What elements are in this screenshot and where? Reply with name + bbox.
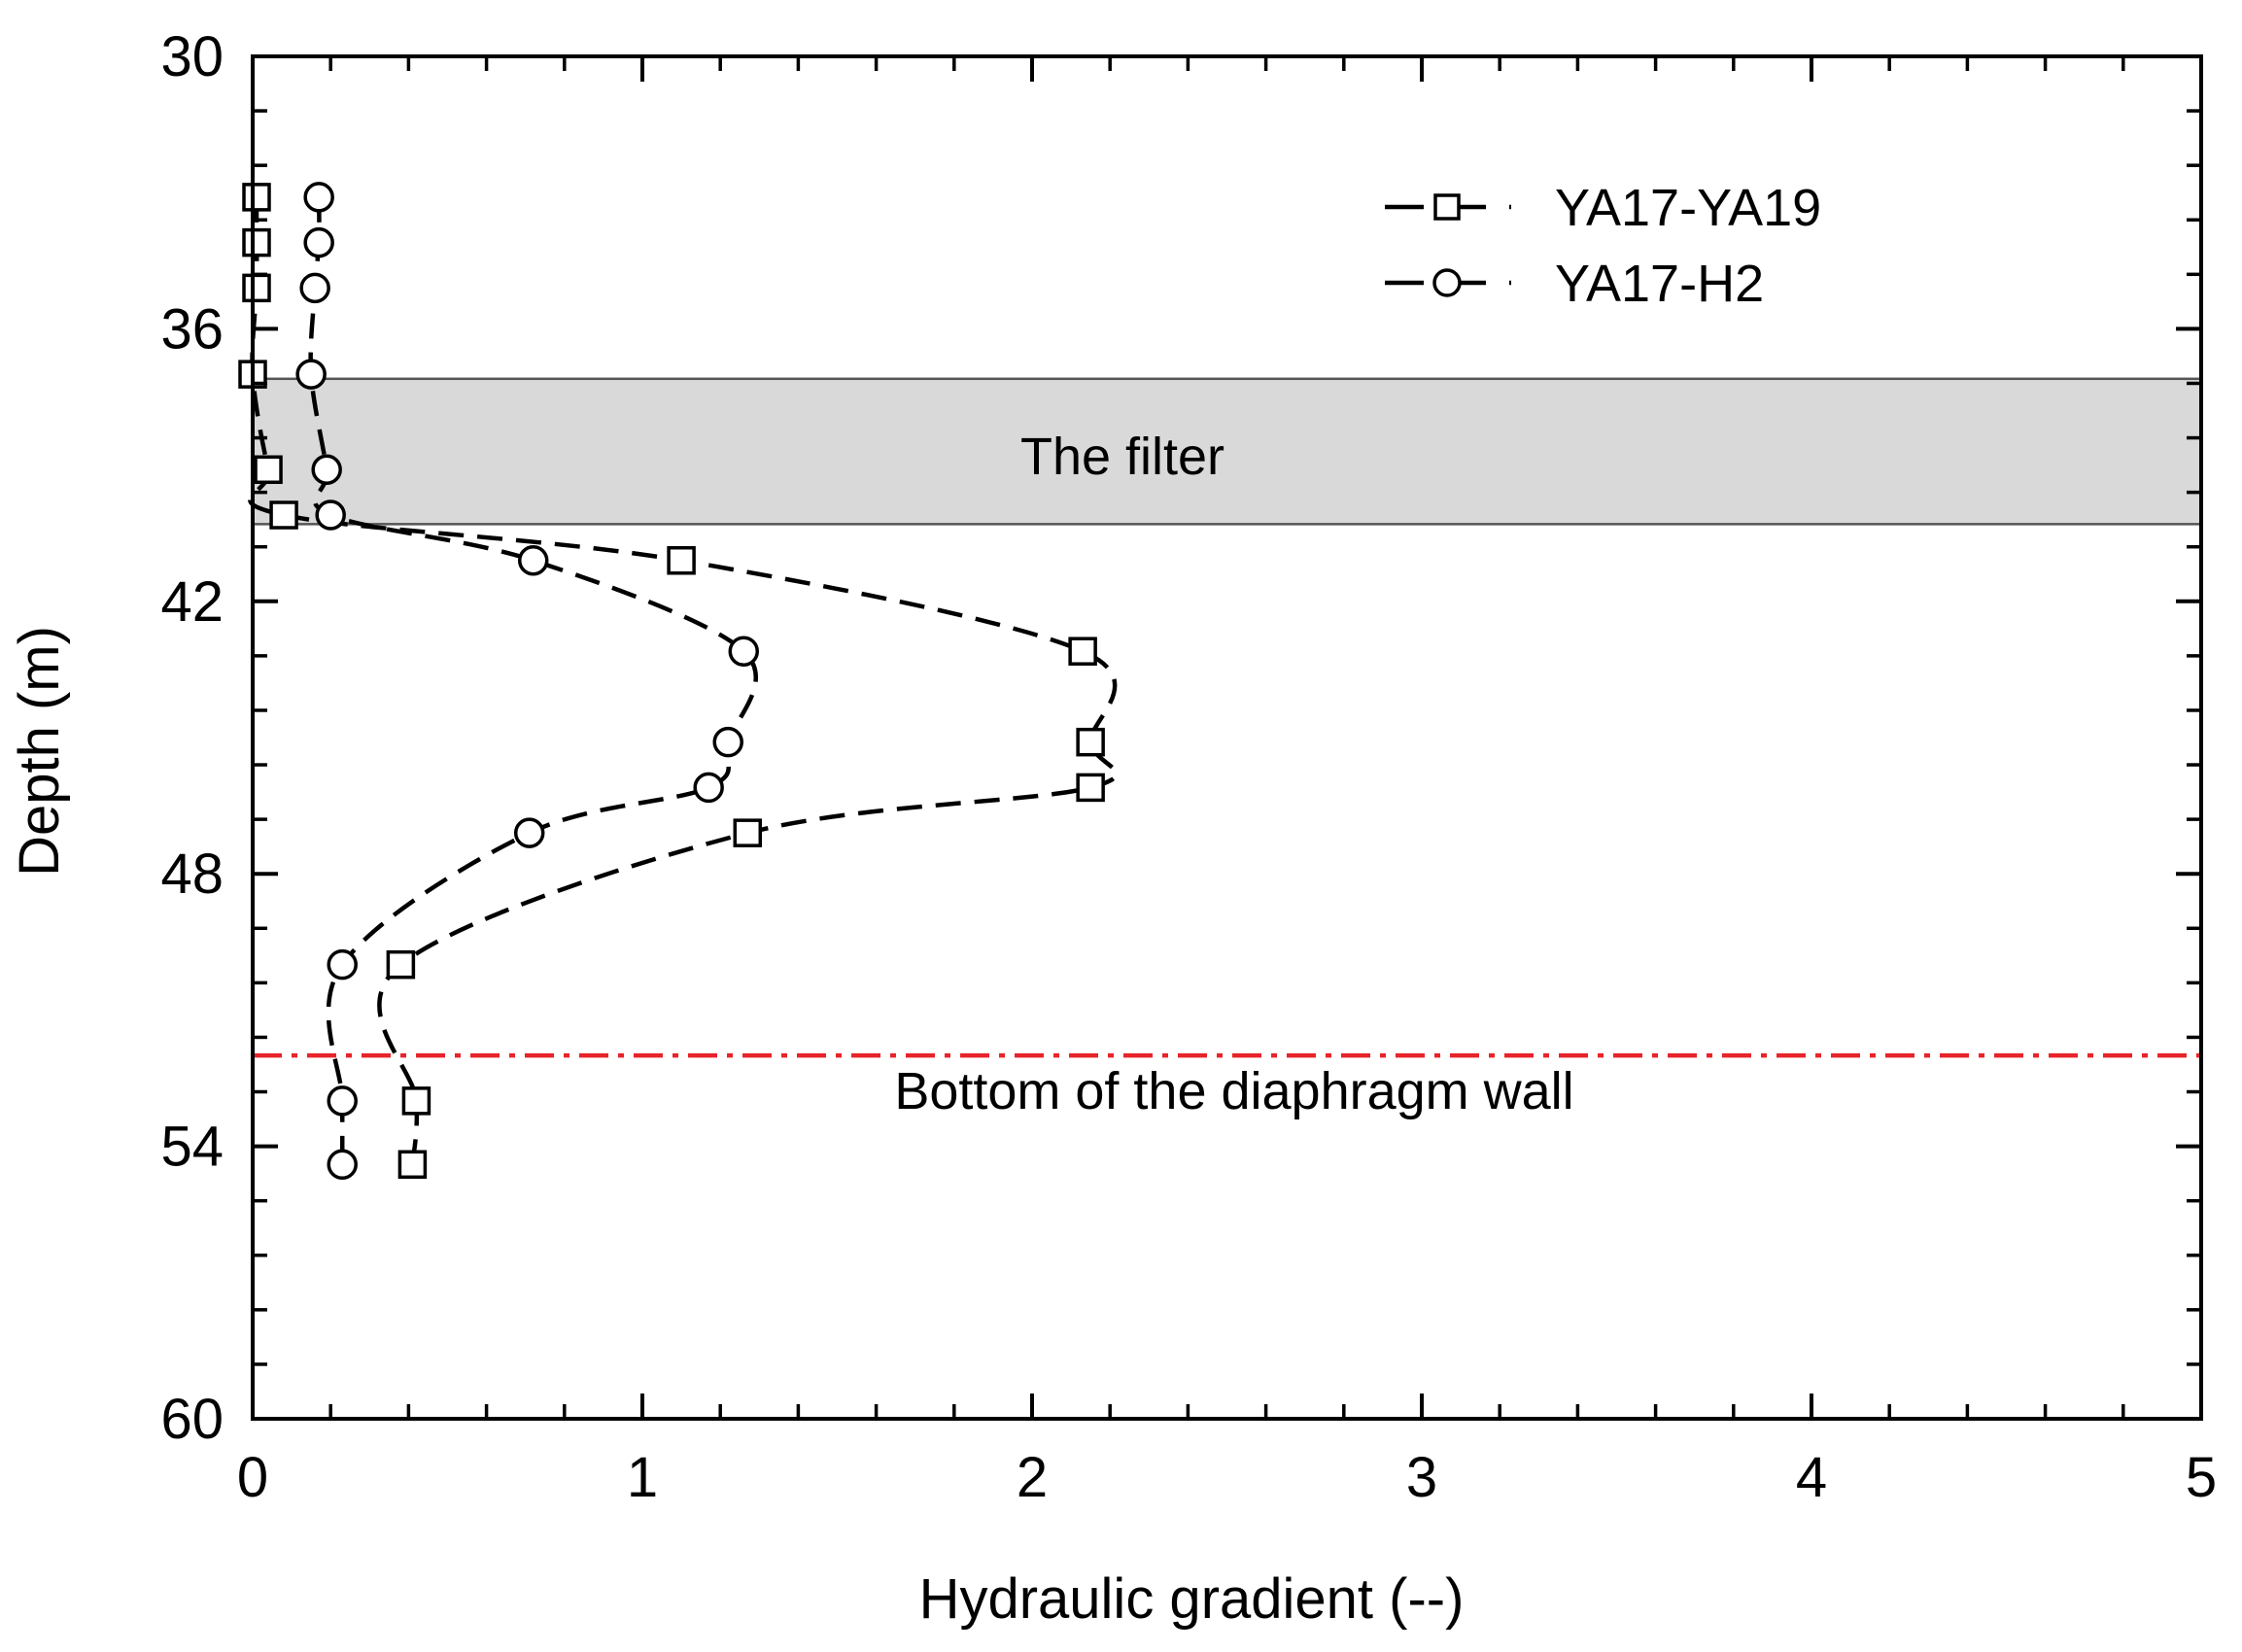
legend-marker-circle — [1432, 268, 1462, 297]
axes-layer — [251, 54, 2203, 1421]
y-tick-label-3: 48 — [160, 843, 224, 906]
filter-band — [251, 377, 2203, 526]
data-point-s1-5 — [315, 499, 346, 531]
filter-band-label: The filter — [1020, 428, 1224, 486]
plot-frame — [251, 54, 2203, 1421]
data-point-s1-1 — [303, 226, 334, 258]
data-point-s1-11 — [327, 948, 358, 981]
y-tick-label-2: 42 — [160, 570, 224, 634]
x-tick-label-5: 5 — [2186, 1446, 2217, 1509]
data-point-s0-0 — [242, 183, 271, 212]
data-point-s0-11 — [386, 949, 416, 980]
legend-symbol-ya17-h2 — [1385, 268, 1511, 297]
x-tick-label-0: 0 — [237, 1446, 268, 1509]
data-markers-layer — [238, 182, 1105, 1181]
data-point-s1-7 — [728, 636, 760, 667]
data-point-s0-13 — [397, 1150, 428, 1180]
data-point-s1-12 — [327, 1085, 358, 1117]
data-point-s1-10 — [513, 817, 545, 848]
series-line-0 — [248, 196, 1119, 1165]
x-tick-label-4: 4 — [1796, 1446, 1827, 1509]
y-tick-label-4: 54 — [160, 1116, 224, 1179]
y-tick-label-5: 60 — [160, 1388, 224, 1451]
data-point-s1-0 — [303, 182, 334, 213]
data-point-s0-7 — [1068, 637, 1097, 666]
legend: YA17-YA19 YA17-H2 — [1385, 179, 1821, 313]
y-axis-title: Depth (m) — [8, 626, 71, 877]
y-tick-label-0: 30 — [160, 25, 224, 88]
fit-curves-layer — [248, 196, 1119, 1165]
data-point-s0-10 — [733, 818, 763, 847]
legend-label-ya17-h2: YA17-H2 — [1555, 255, 1764, 313]
data-point-s1-13 — [327, 1149, 358, 1181]
data-point-s0-4 — [254, 455, 283, 485]
data-point-s0-12 — [401, 1086, 431, 1116]
legend-symbol-ya17-ya19 — [1385, 193, 1511, 221]
data-point-s0-8 — [1076, 727, 1105, 757]
y-tick-label-1: 36 — [160, 297, 224, 361]
series-line-1 — [308, 196, 758, 1165]
legend-marker-square — [1433, 193, 1461, 221]
data-point-s0-5 — [269, 500, 298, 530]
data-point-s1-6 — [517, 544, 549, 576]
data-point-s0-6 — [667, 545, 696, 575]
x-tick-label-1: 1 — [627, 1446, 658, 1509]
x-tick-label-3: 3 — [1406, 1446, 1437, 1509]
data-point-s1-4 — [311, 454, 342, 486]
legend-label-ya17-ya19: YA17-YA19 — [1555, 179, 1821, 237]
filter-band-layer — [251, 377, 2203, 526]
data-point-s1-8 — [712, 726, 743, 758]
data-point-s1-3 — [295, 359, 327, 390]
tick-labels-layer: 0 1 2 3 4 5 30 36 42 48 54 60 — [160, 25, 2217, 1509]
x-tick-label-2: 2 — [1017, 1446, 1048, 1509]
wall-line-label: Bottom of the diaphragm wall — [894, 1062, 1573, 1120]
x-axis-title: Hydraulic gradient (--) — [919, 1567, 1465, 1631]
data-point-s1-2 — [299, 272, 330, 304]
data-point-s0-2 — [242, 273, 271, 303]
data-point-s0-9 — [1076, 773, 1105, 803]
data-point-s0-1 — [242, 227, 271, 258]
data-point-s1-9 — [693, 772, 724, 804]
